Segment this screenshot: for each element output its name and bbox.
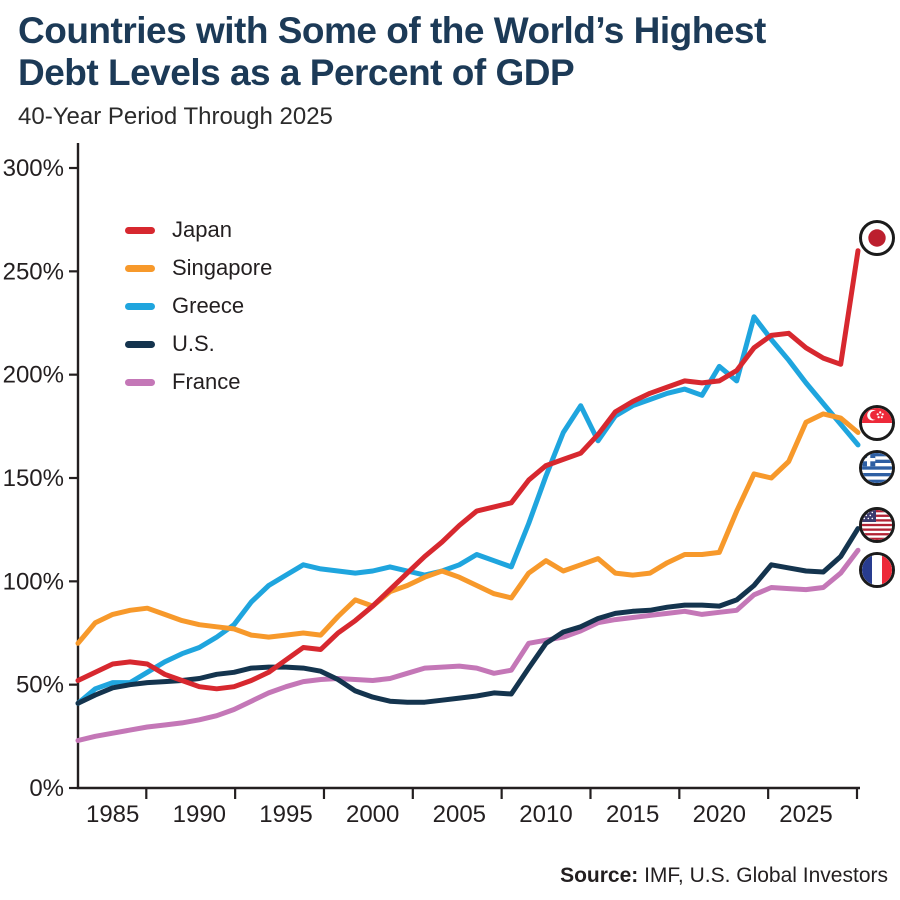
legend-label-greece: Greece xyxy=(172,293,245,318)
y-tick-label: 250% xyxy=(3,258,64,285)
source-label: Source: xyxy=(560,864,639,887)
legend-label-japan: Japan xyxy=(172,217,232,242)
legend-swatch-greece xyxy=(125,302,155,310)
us-line xyxy=(75,526,861,706)
legend-item-france: France xyxy=(125,363,272,401)
france-flag-icon xyxy=(859,552,895,588)
us-flag-icon xyxy=(859,507,895,543)
legend-label-france: France xyxy=(172,369,241,394)
y-tick-label: 50% xyxy=(16,672,64,699)
legend-item-singapore: Singapore xyxy=(125,249,272,287)
france-line xyxy=(75,547,861,743)
legend-label-us: U.S. xyxy=(172,331,215,356)
x-tick-label: 2015 xyxy=(606,801,659,828)
source-note: Source: IMF, U.S. Global Investors xyxy=(560,864,888,888)
y-tick-label: 100% xyxy=(3,568,64,595)
x-tick-label: 1985 xyxy=(86,801,139,828)
singapore-line xyxy=(75,411,861,646)
x-tick-label: 2010 xyxy=(519,801,572,828)
singapore-flag-icon xyxy=(859,405,895,441)
legend-swatch-us xyxy=(125,340,155,348)
chart-subtitle: 40-Year Period Through 2025 xyxy=(18,102,333,130)
y-tick-label: 200% xyxy=(3,362,64,389)
y-tick-label: 150% xyxy=(3,465,64,492)
y-tick-label: 300% xyxy=(3,155,64,182)
series-lines xyxy=(75,248,861,743)
x-tick-label: 1995 xyxy=(259,801,312,828)
x-tick-label: 2020 xyxy=(693,801,746,828)
chart-title: Countries with Some of the World’s Highe… xyxy=(18,10,766,93)
legend-label-singapore: Singapore xyxy=(172,255,273,280)
chart-header: Countries with Some of the World’s Highe… xyxy=(18,10,766,131)
x-tick-label: 2005 xyxy=(433,801,486,828)
y-tick-label: 0% xyxy=(29,775,64,802)
x-tick-label: 2025 xyxy=(779,801,832,828)
legend: Japan Singapore Greece U.S. France xyxy=(125,211,272,401)
japan-flag-icon xyxy=(859,220,895,256)
legend-swatch-france xyxy=(125,378,155,386)
legend-item-greece: Greece xyxy=(125,287,272,325)
legend-swatch-singapore xyxy=(125,264,155,272)
x-tick-label: 2000 xyxy=(346,801,399,828)
greece-flag-icon xyxy=(859,450,895,486)
legend-item-japan: Japan xyxy=(125,211,272,249)
axes: 0% 50% 100% 150% 200% 250% 300% 1985 1990 1995 200… xyxy=(3,143,860,828)
legend-item-us: U.S. xyxy=(125,325,272,363)
legend-swatch-japan xyxy=(125,226,155,234)
japan-line xyxy=(75,248,861,692)
x-tick-label: 1990 xyxy=(173,801,226,828)
source-text: IMF, U.S. Global Investors xyxy=(638,864,888,887)
